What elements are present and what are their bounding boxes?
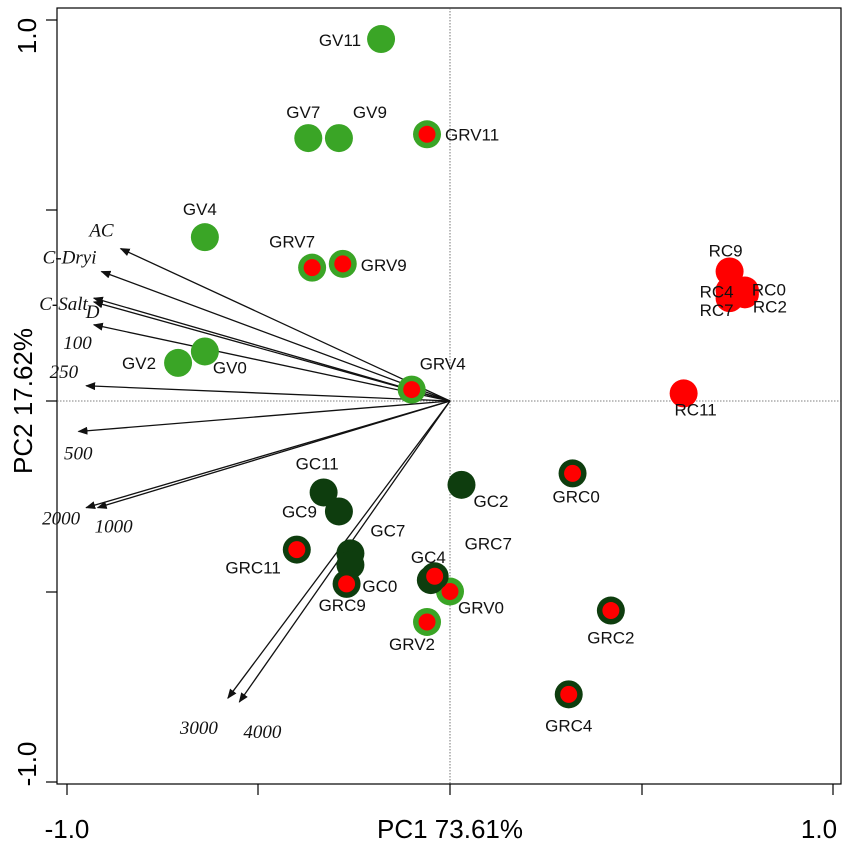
point-grc11-core <box>288 541 306 559</box>
point-gc11 <box>309 478 338 507</box>
point-grc9-core <box>338 575 356 593</box>
point-label-grv11: GRV11 <box>445 125 499 144</box>
vector-label-4000: 4000 <box>243 722 282 743</box>
vector-label-3000: 3000 <box>179 718 219 739</box>
vector-label-d: D <box>85 302 100 323</box>
point-gv11 <box>367 25 396 54</box>
point-grv11-core <box>418 125 436 143</box>
point-grv0-core <box>441 583 459 600</box>
point-label-grc7: GRC7 <box>465 534 512 553</box>
sample-point-labels: GV11 GV7 GV9 GV4 GV2 GV0 GRV11 GRV7 GRV9 GRV4 GRV0… <box>122 31 787 735</box>
point-label-rc11: RC11 <box>675 400 717 419</box>
point-label-grc4: GRC4 <box>545 716 592 735</box>
x-tick-label-min: -1.0 <box>45 814 90 844</box>
sample-points <box>164 25 759 709</box>
plot-frame <box>56 7 842 785</box>
vector-label-1000: 1000 <box>95 517 134 538</box>
vector-label-100: 100 <box>63 333 92 354</box>
point-label-rc9: RC9 <box>709 241 743 260</box>
point-label-gv0: GV0 <box>213 358 247 377</box>
point-label-grc0: GRC0 <box>553 487 600 506</box>
vector-label-500: 500 <box>64 443 93 464</box>
y-tick-label-min: -1.0 <box>12 742 42 787</box>
point-label-grc11: GRC11 <box>225 559 280 578</box>
vector-label-2000: 2000 <box>42 509 81 530</box>
point-label-rc2: RC2 <box>753 297 787 316</box>
vector-label-c-dryi: C-Dryi <box>43 247 97 268</box>
point-label-gc0: GC0 <box>362 577 397 596</box>
point-label-grv7: GRV7 <box>269 233 315 252</box>
point-label-gc7: GC7 <box>370 521 405 540</box>
point-label-rc0: RC0 <box>752 281 786 300</box>
point-label-gc4: GC4 <box>411 548 446 567</box>
loading-vector-labels: AC C-Dryi DC-Salt 100 250 500 2000 1000 3000 4000 <box>39 221 282 743</box>
x-axis-title: PC1 73.61% <box>377 814 523 844</box>
point-label-gv11: GV11 <box>319 31 361 50</box>
y-tick-label-max: 1.0 <box>12 18 42 54</box>
point-gv4 <box>190 223 219 252</box>
vector-label-250: 250 <box>50 362 79 383</box>
point-grc4-core <box>560 685 578 703</box>
point-gv0 <box>190 337 219 366</box>
point-label-grc9: GRC9 <box>319 596 366 615</box>
point-label-gc9: GC9 <box>282 502 317 521</box>
point-label-gv9: GV9 <box>353 103 387 122</box>
point-rc2 <box>730 280 759 309</box>
point-gc9 <box>324 497 353 526</box>
vector-label-c-salt: C-Salt <box>39 294 88 315</box>
point-label-grv2: GRV2 <box>389 635 435 654</box>
vector-arrow-100 <box>92 322 451 402</box>
point-grc7-core <box>426 567 444 585</box>
point-label-grv0: GRV0 <box>458 599 504 618</box>
point-grv9-core <box>334 255 352 273</box>
point-grv7-core <box>303 259 321 277</box>
axis-ticks <box>46 19 834 795</box>
vector-arrow-250 <box>85 382 451 402</box>
vector-arrow-c-salt <box>92 300 451 402</box>
y-axis-title: PC2 17.62% <box>8 328 38 474</box>
vector-arrow-ac <box>119 248 451 402</box>
point-label-grv4: GRV4 <box>420 355 466 374</box>
point-grc0-core <box>564 464 582 482</box>
point-label-grc2: GRC2 <box>587 629 634 648</box>
point-label-gv4: GV4 <box>183 200 217 219</box>
point-label-gc2: GC2 <box>473 492 508 511</box>
point-label-rc4: RC4 <box>700 283 734 302</box>
point-gv2 <box>164 348 193 377</box>
point-grv2-core <box>418 613 436 631</box>
point-rc11 <box>669 379 698 408</box>
vector-arrow-1000 <box>96 400 451 509</box>
point-label-gv7: GV7 <box>286 103 320 122</box>
point-label-grv9: GRV9 <box>361 256 407 275</box>
point-label-gc11: GC11 <box>296 454 339 473</box>
vector-label-ac: AC <box>87 221 114 242</box>
point-gv7 <box>294 124 323 153</box>
x-tick-label-max: 1.0 <box>801 814 837 844</box>
point-gv9 <box>324 124 353 153</box>
point-gc2 <box>447 470 476 499</box>
point-grc2-core <box>602 602 620 620</box>
vector-arrow-500 <box>77 400 451 435</box>
point-label-gv2: GV2 <box>122 354 156 373</box>
vector-arrow-c-dryi <box>100 270 451 402</box>
point-label-rc7: RC7 <box>700 301 734 320</box>
point-grv4-core <box>403 381 421 399</box>
